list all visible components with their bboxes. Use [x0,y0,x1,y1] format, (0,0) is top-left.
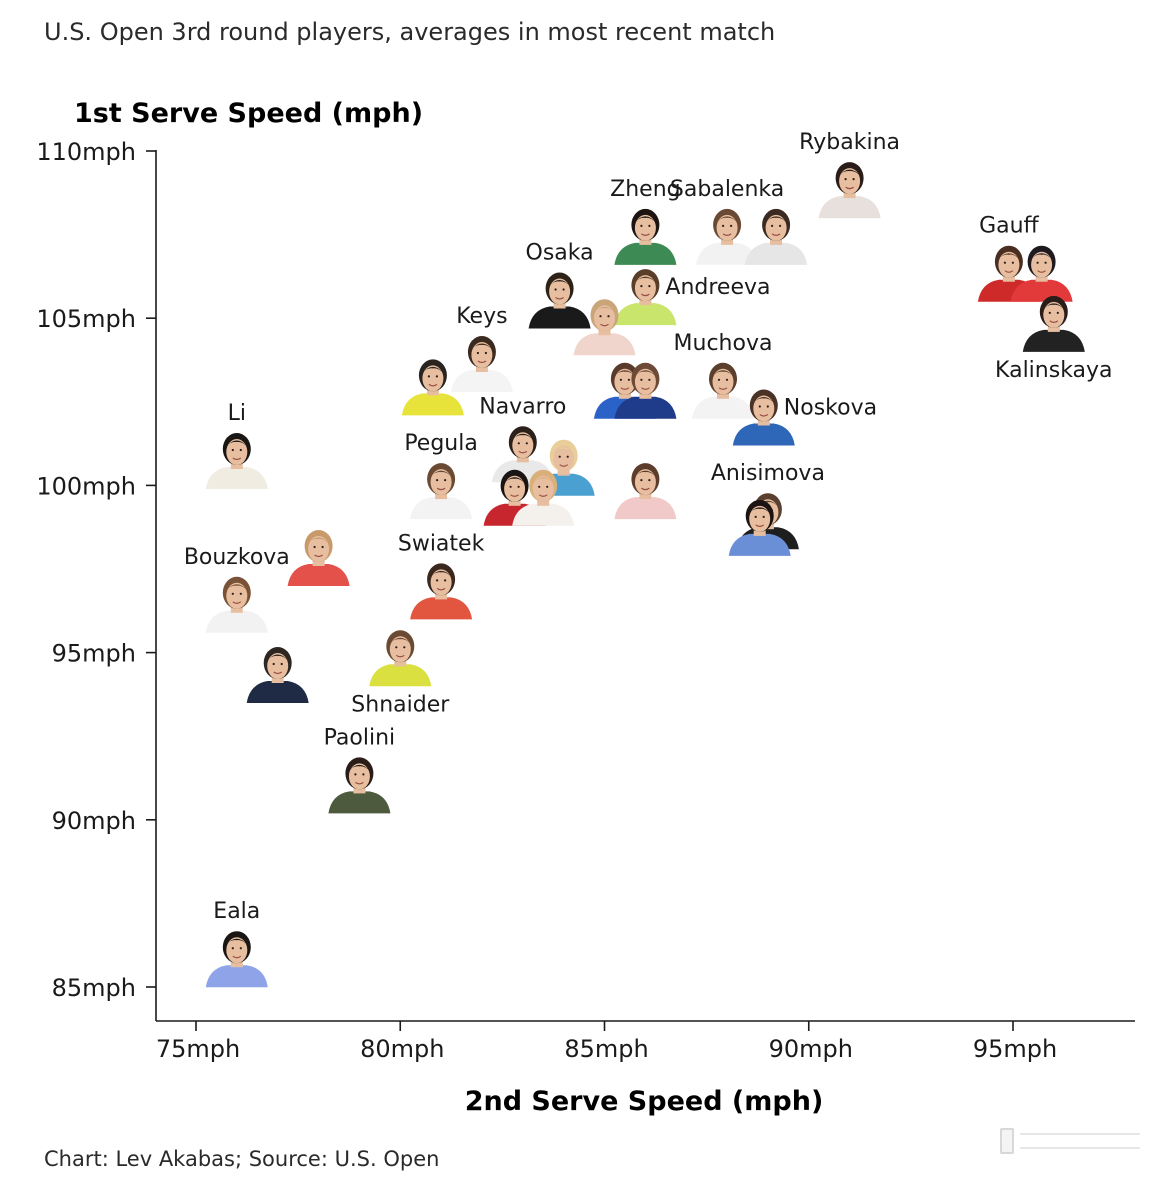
player-headshot-icon [246,647,309,703]
player-headshot-icon [205,931,268,988]
player-name-label: Gauff [979,214,1039,239]
player-name-label: Rybakina [799,130,900,155]
player-name-label: Andreeva [665,275,770,300]
player-headshot-icon [1022,295,1085,352]
player-name-label: Keys [456,304,507,329]
y-tick-label: 105mph [36,305,136,333]
x-tick-label: 75mph [156,1035,240,1063]
y-tick-label: 110mph [36,138,136,166]
player-headshot-icon [328,757,391,814]
player-headshot-icon [745,208,808,265]
y-axis-label: 1st Serve Speed (mph) [74,98,423,129]
player-headshot-icon [410,563,473,620]
player-headshot-icon [205,576,268,633]
player-name-label: Pegula [404,431,478,456]
player-name-label: Eala [213,899,260,924]
player-headshot-icon [696,208,759,265]
x-tick-label: 85mph [564,1035,648,1063]
y-tick-label: 100mph [36,472,136,500]
player-headshot-icon [614,463,677,520]
data-points [205,162,1085,988]
player-headshot-icon [205,433,268,489]
player-headshot-icon [614,269,677,326]
player-name-label: Bouzkova [184,545,290,570]
player-headshot-icon [614,362,677,419]
player-headshot-icon [401,359,464,416]
player-name-label: Anisimova [711,461,825,486]
y-tick-label: 85mph [52,974,136,1002]
player-name-label: Kalinskaya [995,358,1113,383]
x-axis-label: 2nd Serve Speed (mph) [465,1086,824,1117]
player-name-label: Zheng [610,177,680,202]
player-headshot-icon [573,299,636,356]
player-name-label: Noskova [784,396,877,421]
x-tick-label: 90mph [769,1035,853,1063]
player-name-label: Paolini [324,725,396,750]
player-headshot-icon [512,469,575,526]
player-name-label: Swiatek [398,531,485,556]
player-name-label: Sabalenka [670,177,784,202]
y-tick-label: 90mph [52,807,136,835]
y-tick-label: 95mph [52,640,136,668]
player-headshot-icon [818,162,881,219]
player-headshot-icon [528,272,591,329]
player-name-label: Shnaider [351,692,450,717]
player-headshot-icon [287,530,350,586]
player-headshot-icon [728,499,791,556]
x-tick-label: 80mph [360,1035,444,1063]
player-name-label: Li [228,401,246,426]
player-name-label: Navarro [479,394,566,419]
player-name-label: Osaka [526,241,594,266]
chart-credit: Chart: Lev Akabas; Source: U.S. Open [44,1147,440,1171]
player-headshot-icon [410,463,473,520]
player-headshot-icon [614,208,677,265]
player-headshot-icon [732,389,795,446]
player-name-label: Muchova [674,331,773,356]
x-tick-label: 95mph [973,1035,1057,1063]
player-headshot-icon [692,362,754,419]
axes [155,150,1135,1022]
player-headshot-icon [1010,245,1073,302]
player-headshot-icon [369,630,432,687]
axis-ticks: 85mph 90mph 95mph 100mph 105mph 110mph 75mph 80… [36,138,1057,1063]
chart-title: U.S. Open 3rd round players, averages in… [44,18,776,46]
player-headshot-icon [450,336,513,392]
logo-icon [1000,1128,1140,1154]
